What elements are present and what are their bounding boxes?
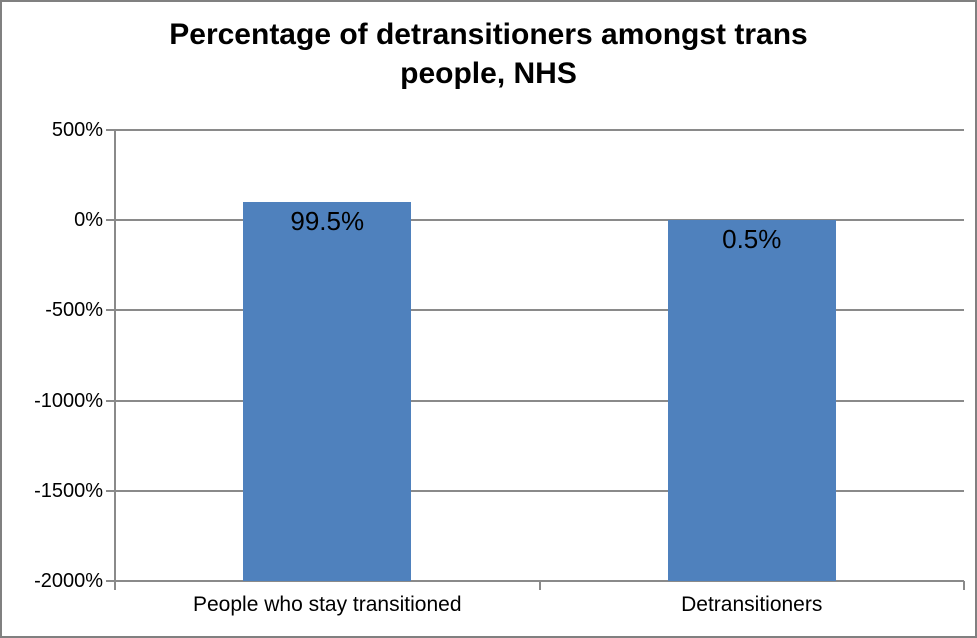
gridline bbox=[115, 399, 964, 402]
y-axis-tick-mark bbox=[106, 580, 115, 582]
y-axis-tick-label: 500% bbox=[51, 119, 103, 141]
chart-title: Percentage of detransitioners amongst tr… bbox=[2, 15, 975, 93]
y-axis-tick-label: -500% bbox=[45, 299, 103, 322]
y-axis-tick-label: -2000% bbox=[34, 570, 103, 592]
bar bbox=[243, 202, 412, 581]
chart-title-line-1: Percentage of detransitioners amongst tr… bbox=[169, 18, 808, 51]
gridline bbox=[115, 129, 964, 131]
y-axis-tick-label: -1000% bbox=[34, 389, 103, 412]
x-axis-tick-mark bbox=[114, 581, 116, 590]
y-axis-tick-mark bbox=[106, 309, 115, 312]
y-axis-tick-mark bbox=[106, 399, 115, 402]
x-axis-tick-mark bbox=[538, 581, 541, 590]
bar-value-label: 99.5% bbox=[290, 206, 365, 237]
y-axis-tick-mark bbox=[106, 219, 115, 222]
y-axis-line bbox=[114, 130, 116, 581]
gridline bbox=[115, 489, 964, 492]
bar bbox=[667, 220, 836, 581]
chart-title-line-2: people, NHS bbox=[400, 57, 577, 90]
y-axis-tick-mark bbox=[106, 489, 115, 492]
bar-value-label: 0.5% bbox=[722, 224, 782, 255]
x-axis-tick-mark bbox=[963, 581, 965, 590]
gridline bbox=[115, 309, 964, 312]
y-axis-tick-label: -1500% bbox=[34, 479, 103, 502]
x-axis-category-label: Detransitioners bbox=[681, 593, 823, 616]
y-axis-tick-mark bbox=[106, 129, 115, 131]
x-axis-category-label: People who stay transitioned bbox=[193, 593, 462, 616]
gridline bbox=[115, 219, 964, 222]
y-axis-tick-label: 0% bbox=[74, 209, 103, 232]
